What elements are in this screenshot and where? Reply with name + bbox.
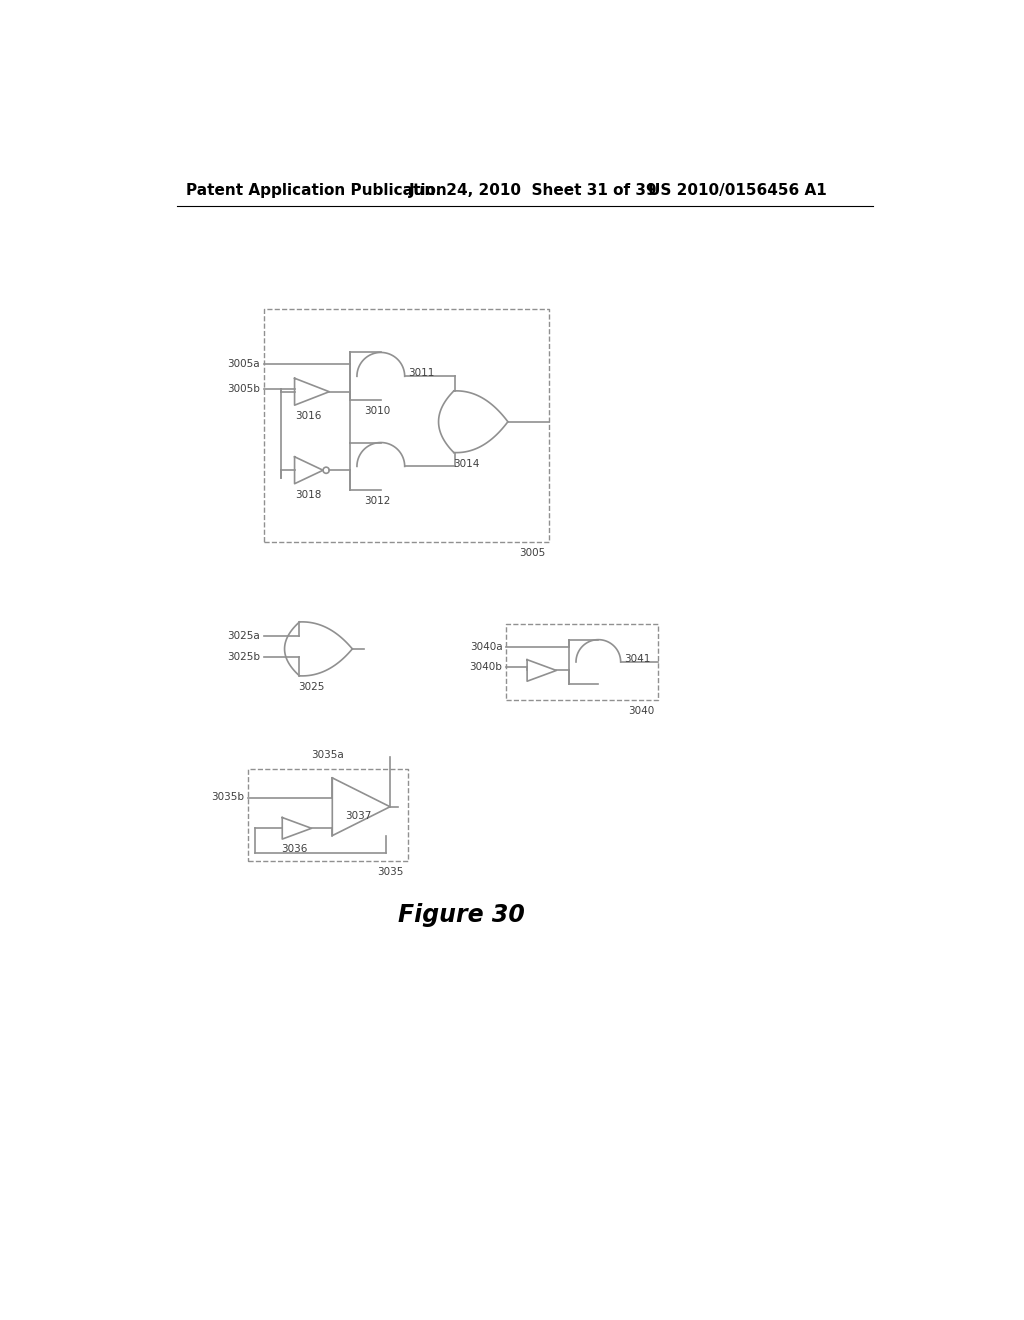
Text: 3040: 3040 [628, 706, 654, 715]
Text: 3010: 3010 [365, 407, 391, 416]
Text: 3036: 3036 [281, 843, 307, 854]
Text: 3014: 3014 [453, 459, 479, 469]
Text: 3025b: 3025b [227, 652, 260, 663]
Text: 3040a: 3040a [470, 642, 503, 652]
Text: Patent Application Publication: Patent Application Publication [186, 183, 446, 198]
Text: 3018: 3018 [295, 490, 322, 500]
Text: 3025: 3025 [298, 682, 325, 692]
Text: 3035a: 3035a [311, 750, 344, 760]
Text: 3040b: 3040b [470, 661, 503, 672]
Text: Figure 30: Figure 30 [398, 903, 525, 927]
Text: US 2010/0156456 A1: US 2010/0156456 A1 [648, 183, 826, 198]
Text: 3037: 3037 [345, 810, 372, 821]
Text: 3016: 3016 [295, 412, 322, 421]
Text: 3035: 3035 [378, 867, 403, 876]
Text: 3012: 3012 [365, 496, 391, 507]
Text: 3005: 3005 [519, 548, 546, 558]
Text: 3011: 3011 [408, 368, 434, 379]
Text: 3041: 3041 [624, 653, 650, 664]
Text: 3025a: 3025a [227, 631, 260, 640]
Text: 3035b: 3035b [211, 792, 244, 803]
Text: 3005b: 3005b [227, 384, 260, 395]
Text: Jun. 24, 2010  Sheet 31 of 39: Jun. 24, 2010 Sheet 31 of 39 [410, 183, 658, 198]
Text: 3005a: 3005a [227, 359, 260, 370]
